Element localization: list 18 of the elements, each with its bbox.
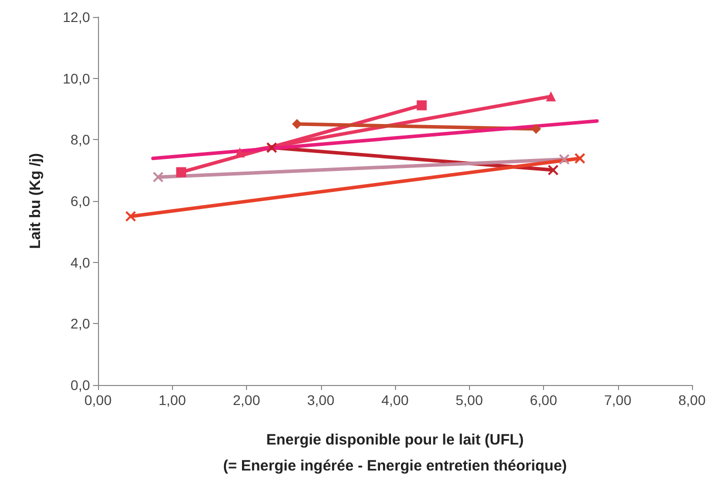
x-tick-label: 7,00 xyxy=(604,392,632,408)
x-tick-label: 5,00 xyxy=(456,392,484,408)
x-tick-label: 1,00 xyxy=(158,392,186,408)
y-tick-label: 0,0 xyxy=(70,377,90,393)
y-tick-label: 10,0 xyxy=(62,70,90,86)
x-tick-label: 3,00 xyxy=(307,392,335,408)
y-axis-title: Lait bu (Kg /j) xyxy=(27,153,44,249)
x-tick-label: 6,00 xyxy=(530,392,558,408)
x-tick-label: 2,00 xyxy=(232,392,260,408)
x-axis-title: Energie disponible pour le lait (UFL) (= Energie ingérée - Energie entretien théorique) xyxy=(223,432,567,474)
y-tick-label: 2,0 xyxy=(70,316,90,332)
x-tick-label: 0,00 xyxy=(84,392,112,408)
x-tick-label: 8,00 xyxy=(678,392,706,408)
y-tick-label: 4,0 xyxy=(70,254,90,270)
x-tick-label: 4,00 xyxy=(381,392,409,408)
y-tick-label: 8,0 xyxy=(70,132,90,148)
y-tick-label: 12,0 xyxy=(62,9,90,25)
y-tick-label: 6,0 xyxy=(70,193,90,209)
